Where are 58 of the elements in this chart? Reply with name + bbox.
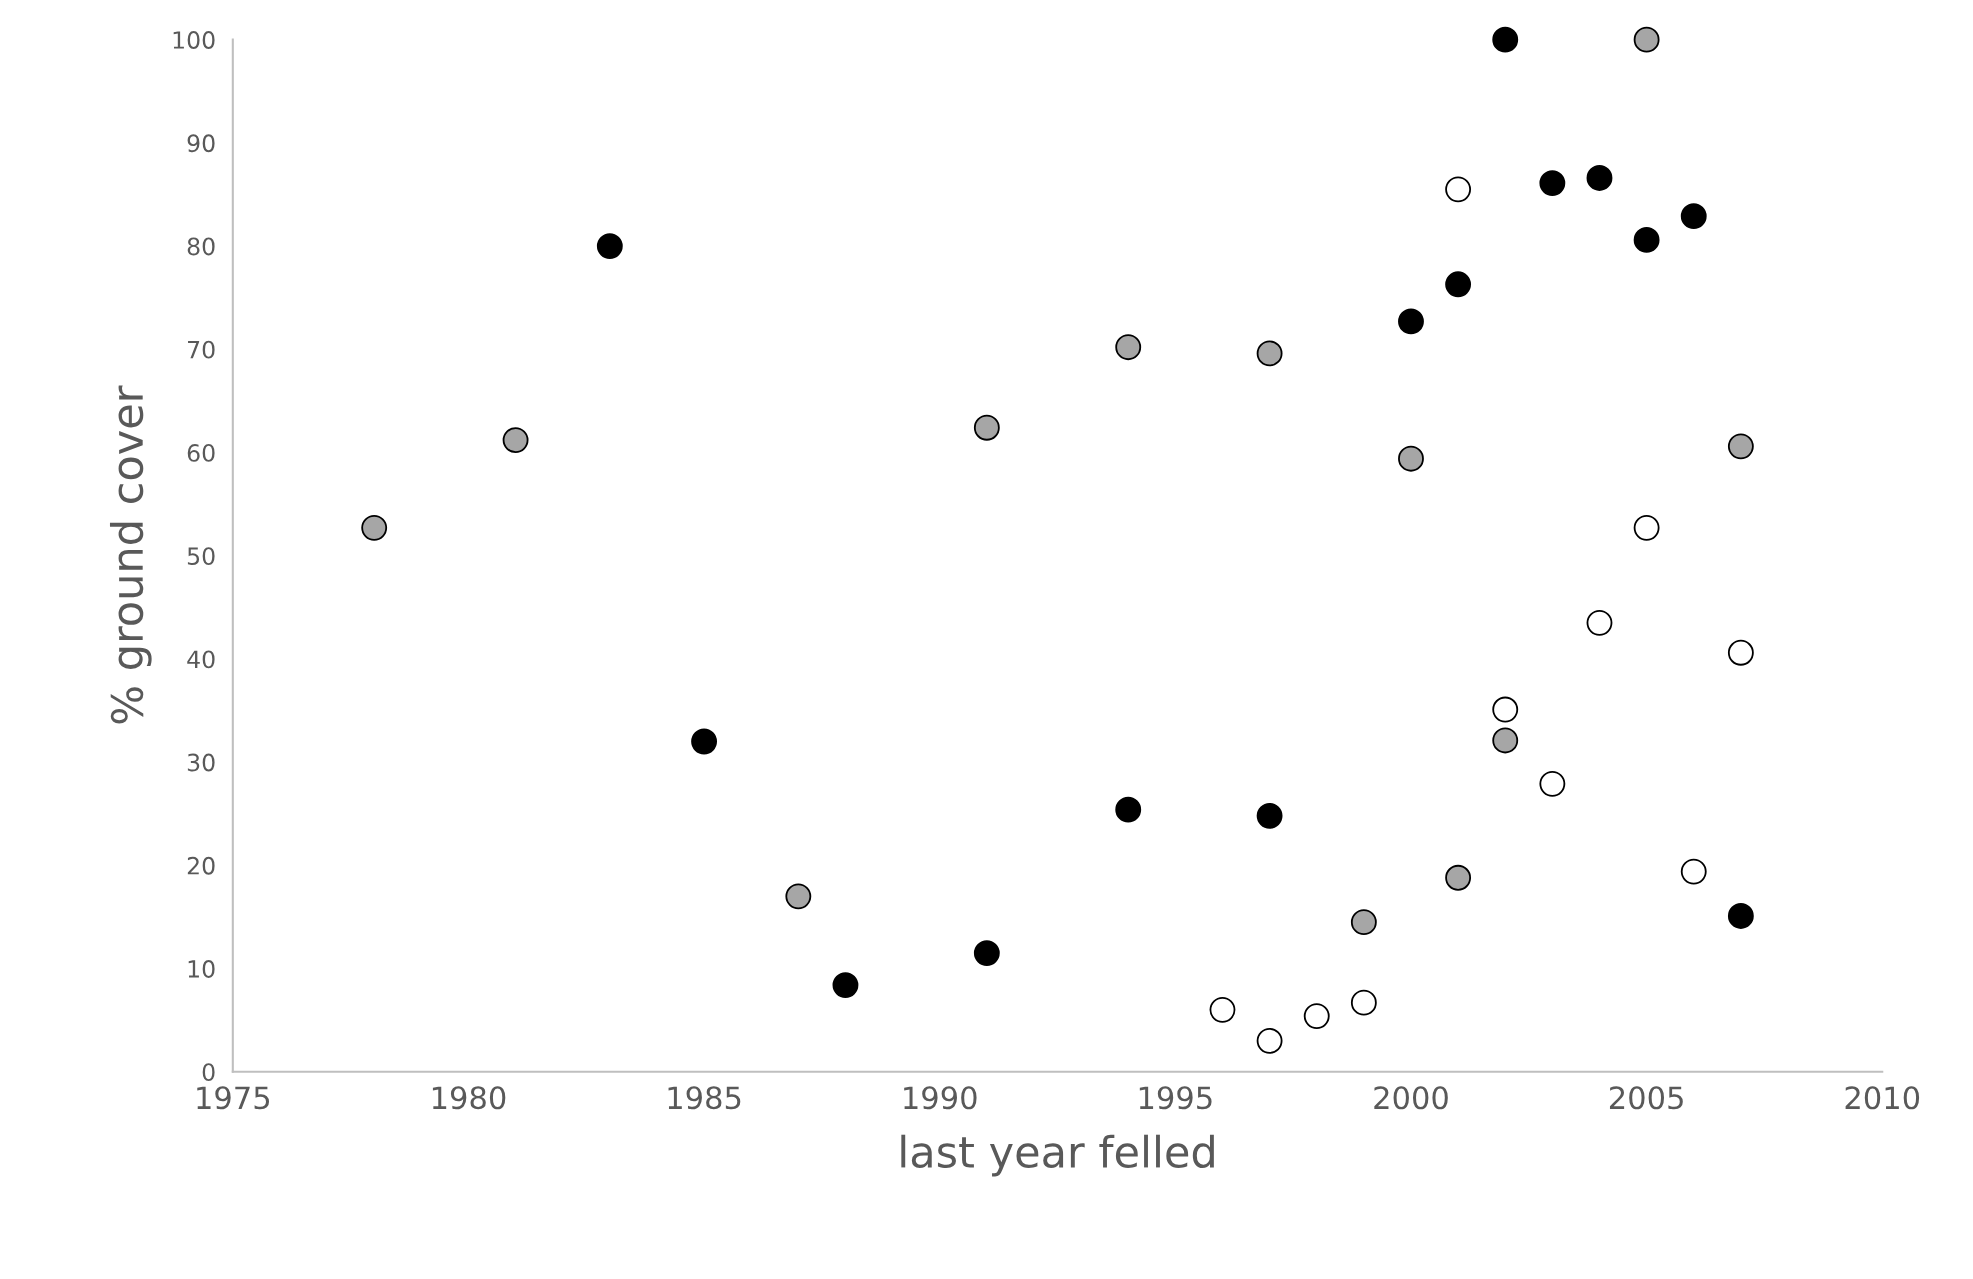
point xyxy=(1539,770,1566,797)
point xyxy=(1303,1003,1330,1029)
x-tick-label: 1990 xyxy=(904,1086,977,1110)
x-tick-label: 1980 xyxy=(432,1086,506,1110)
point xyxy=(1445,176,1472,203)
point xyxy=(785,883,812,910)
point xyxy=(1256,802,1283,829)
point xyxy=(596,233,623,260)
y-tick-label: 40 xyxy=(187,650,215,669)
y-tick-label: 50 xyxy=(187,547,215,566)
y-tick-label: 10 xyxy=(188,960,215,978)
point xyxy=(1633,514,1660,541)
point xyxy=(1492,696,1519,723)
y-tick-label: 60 xyxy=(187,443,215,462)
y-tick-label: 20 xyxy=(187,856,215,875)
y-tick-label: 80 xyxy=(187,237,215,256)
y-tick-label: 100 xyxy=(173,31,215,49)
point xyxy=(1492,727,1519,754)
point xyxy=(1398,308,1424,335)
point xyxy=(1680,858,1707,885)
point xyxy=(1727,903,1754,929)
point xyxy=(973,940,1000,967)
y-tick-label: 0 xyxy=(202,1063,215,1082)
y-tick-label: 90 xyxy=(187,134,215,153)
point xyxy=(1115,796,1142,823)
x-tick-label: 2000 xyxy=(1374,1086,1448,1110)
point xyxy=(1586,609,1613,636)
point xyxy=(502,427,529,454)
point xyxy=(1586,165,1613,191)
x-axis-title: last year felled xyxy=(901,1134,1214,1177)
y-tick-label: 30 xyxy=(187,753,215,772)
point xyxy=(1445,864,1472,891)
point xyxy=(1680,203,1707,230)
point xyxy=(1115,334,1142,361)
point xyxy=(1209,996,1236,1023)
x-tick-label: 2005 xyxy=(1609,1086,1683,1110)
point xyxy=(1445,271,1472,298)
y-axis-title: % ground cover xyxy=(109,385,152,724)
x-tick-label: 2010 xyxy=(1845,1086,1920,1110)
point xyxy=(1492,26,1519,53)
point xyxy=(1256,340,1283,367)
x-tick-label: 1975 xyxy=(197,1086,270,1110)
point xyxy=(1539,170,1566,197)
point xyxy=(1256,1027,1283,1054)
point xyxy=(1350,989,1377,1016)
x-tick-label: 1995 xyxy=(1139,1086,1212,1110)
point xyxy=(1727,639,1754,666)
x-tick-label: 1985 xyxy=(668,1086,741,1110)
point xyxy=(1633,226,1660,253)
point xyxy=(1398,445,1424,472)
y-tick-label: 70 xyxy=(188,340,215,359)
point xyxy=(1633,26,1660,53)
point xyxy=(691,728,718,755)
point xyxy=(1350,909,1377,936)
point xyxy=(361,514,388,541)
point xyxy=(973,414,1000,441)
point xyxy=(1727,433,1754,460)
point xyxy=(832,972,859,999)
